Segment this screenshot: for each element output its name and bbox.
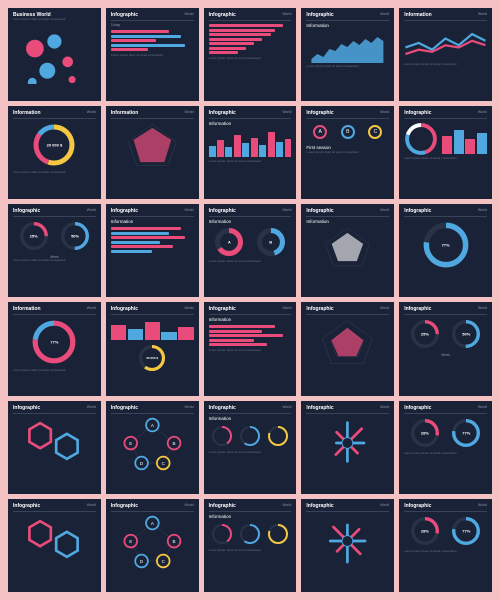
card-two-donuts-2: InfographicWorld 25% 50% Week [399, 302, 492, 395]
card-concentric: InfographicWorld Information Lorem ipsum… [204, 401, 297, 494]
pie-pair: AB [209, 228, 292, 256]
card-lines: InformationWorld Lorem ipsum dolor sit a… [399, 8, 492, 101]
svg-text:E: E [129, 539, 132, 544]
card-hbars-2: InfographicWorld Information [106, 204, 199, 297]
hbars [209, 24, 292, 54]
card-radial-b: InfographicWorld [301, 499, 394, 592]
card-radar-3: InfographicWorld [301, 302, 394, 395]
card-network-b: InfographicWorld ABCDE [106, 499, 199, 592]
svg-text:A: A [151, 422, 154, 427]
card-bars-donut: InfographicWorld 20 000 $ [106, 302, 199, 395]
card-process: InfographicWorld ABC First season Lorem … [301, 106, 394, 199]
card-pies: InfographicWorld Information AB Lorem ip… [204, 204, 297, 297]
svg-text:B: B [172, 539, 175, 544]
hbars [111, 227, 194, 253]
radar-chart [111, 121, 194, 169]
card-hex: InfographicWorld [8, 401, 101, 494]
concentric [209, 523, 292, 545]
hbars [111, 30, 194, 51]
hbars [209, 325, 292, 346]
card-hbars-3: InfographicWorld Information Lorem ipsum… [204, 302, 297, 395]
vbars [442, 124, 487, 154]
donut [404, 122, 438, 156]
network: ABCDE [111, 416, 194, 472]
circles-chart [13, 22, 96, 84]
card-hbars-rank: InfographicWorld Lorem ipsum dolor sit a… [204, 8, 297, 101]
hexagons [13, 416, 96, 466]
radar-chart [306, 225, 389, 269]
card-hbars-timeline: InfographicWorld Today Lorem ipsum dolor… [106, 8, 199, 101]
radar-chart [306, 317, 389, 367]
card-vbars: InfographicWorld Information Lorem ipsum… [204, 106, 297, 199]
svg-text:B: B [172, 441, 175, 446]
card-area: InfographicWorld Information Lorem ipsum… [301, 8, 394, 101]
card-concentric-b: InfographicWorld Information Lorem ipsum… [204, 499, 297, 592]
card-donut-amount: InformationWorld 20 000 $ Lorem ipsum do… [8, 106, 101, 199]
hexagons [13, 514, 96, 564]
card-donut-bars: InfographicWorld Lorem ipsum dolor sit a… [399, 106, 492, 199]
area-chart [306, 29, 389, 65]
line-chart [404, 23, 487, 63]
card-radar-2: InfographicWorld Information [301, 204, 394, 297]
card-cover: Business World Lorem ipsum dolor sit ame… [8, 8, 101, 101]
card-network: InfographicWorld ABCDE [106, 401, 199, 494]
concentric [209, 425, 292, 447]
process-steps: ABC [306, 125, 389, 139]
card-ring-2: InformationWorld 77% Lorem ipsum dolor s… [8, 302, 101, 395]
radial-chart [306, 416, 389, 470]
card-radar-1: InformationWorld [106, 106, 199, 199]
svg-text:A: A [151, 521, 154, 526]
card-radial: InfographicWorld [301, 401, 394, 494]
vbars [209, 129, 292, 157]
card-hex-b: InfographicWorld [8, 499, 101, 592]
svg-text:E: E [129, 441, 132, 446]
card-two-donuts-3b: InfographicWorld 28% 77% Lorem ipsum dol… [399, 499, 492, 592]
radial-chart [306, 514, 389, 568]
card-two-donuts-3: InfographicWorld 28% 77% Lorem ipsum dol… [399, 401, 492, 494]
donut: 20 000 $ [32, 123, 76, 167]
network: ABCDE [111, 514, 194, 570]
card-ring-1: InfographicWorld 77% [399, 204, 492, 297]
card-two-donuts-1: InfographicWorld 25% 50% Week Lorem ipsu… [8, 204, 101, 297]
vbars [111, 318, 194, 340]
